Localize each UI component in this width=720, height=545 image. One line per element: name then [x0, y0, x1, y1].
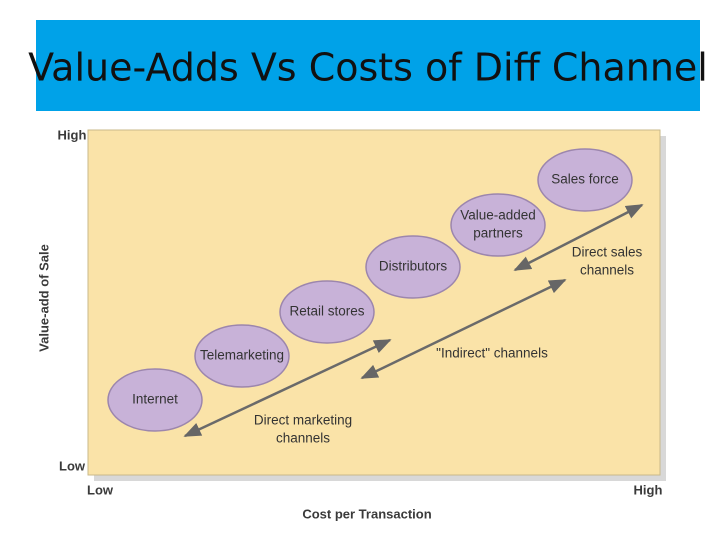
label-line: Sales force: [551, 172, 619, 187]
y-low: Low: [59, 458, 86, 473]
label-line: channels: [580, 263, 634, 278]
y-high: High: [58, 127, 87, 142]
x-low: Low: [87, 482, 114, 497]
title-bar: [36, 20, 700, 111]
label-line: Direct marketing: [254, 413, 352, 428]
channel-node: [450, 193, 546, 257]
label-line: channels: [276, 431, 330, 446]
y-axis-label: Value-add of Sale: [36, 244, 51, 352]
label-line: Direct sales: [572, 245, 643, 260]
label-line: Retail stores: [289, 304, 364, 319]
arrow: [360, 278, 567, 380]
label-line: Value-added: [460, 208, 536, 223]
arrow: [183, 338, 392, 438]
label-line: partners: [473, 226, 523, 241]
x-axis-label: Cost per Transaction: [302, 506, 431, 521]
label-line: Telemarketing: [200, 348, 284, 363]
label-line: Distributors: [379, 259, 448, 274]
label-line: Internet: [132, 392, 178, 407]
label-line: "Indirect" channels: [436, 346, 548, 361]
arrow: [513, 203, 644, 272]
channel-node: [365, 235, 461, 299]
channel-node: [194, 324, 290, 388]
channel-node: [537, 148, 633, 212]
channel-node: [107, 368, 203, 432]
x-high: High: [634, 482, 663, 497]
slide-title: Value-Adds Vs Costs of Diff Channel: [28, 46, 708, 90]
channel-node: [279, 280, 375, 344]
